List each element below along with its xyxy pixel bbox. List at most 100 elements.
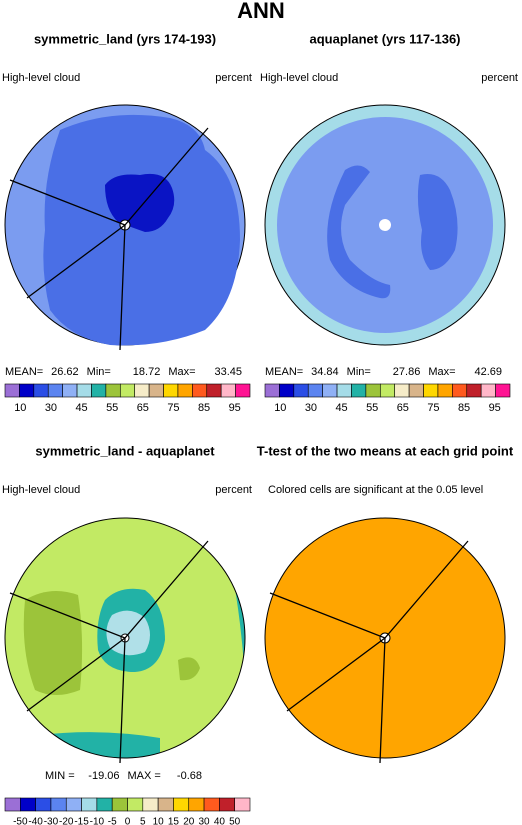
colorbar-box — [142, 797, 159, 812]
colorbar-box — [91, 383, 107, 398]
polar-map — [264, 104, 506, 346]
colorbar-label: 75 — [167, 402, 179, 414]
colorbar-label: 65 — [137, 402, 149, 414]
stat-value: -0.68 — [177, 770, 202, 782]
colorbar-label: 30 — [199, 817, 211, 825]
colorbar-label: 15 — [168, 817, 180, 825]
stat-label: Max= — [428, 366, 455, 378]
colorbar-label: 10 — [14, 402, 26, 414]
stat-label: MAX = — [128, 770, 161, 782]
colorbar-label: 85 — [198, 402, 210, 414]
panel-title: aquaplanet (yrs 117-136) — [309, 31, 460, 46]
colorbar-box — [203, 797, 220, 812]
colorbar-label: 55 — [106, 402, 118, 414]
colorbar-label: -10 — [90, 817, 105, 825]
colorbar-box — [111, 797, 128, 812]
colorbar-box — [188, 797, 205, 812]
colorbar-box — [423, 383, 439, 398]
panel-left-label: High-level cloud — [260, 72, 338, 84]
stat-value: 26.62 — [51, 366, 79, 378]
polar-map — [264, 517, 506, 764]
stat-value: 33.45 — [214, 366, 242, 378]
colorbar-box — [163, 383, 179, 398]
stat-label: MIN = — [45, 770, 75, 782]
colorbar-box — [47, 383, 63, 398]
stat-value: -19.06 — [88, 770, 119, 782]
colorbar-box — [351, 383, 367, 398]
colorbar-box — [466, 383, 482, 398]
colorbar-label: -5 — [108, 817, 117, 825]
colorbar-label: 55 — [366, 402, 378, 414]
colorbar-label: 0 — [125, 817, 131, 825]
colorbar-box — [177, 383, 193, 398]
stat-label: Min= — [347, 366, 371, 378]
colorbar-box — [50, 797, 67, 812]
colorbar-label: -30 — [44, 817, 59, 825]
colorbar-label: 75 — [427, 402, 439, 414]
stat-value: 18.72 — [133, 366, 161, 378]
colorbar-box — [437, 383, 453, 398]
colorbar-label: 30 — [45, 402, 57, 414]
panel-right-label: percent — [215, 72, 252, 84]
colorbar-label: -40 — [28, 817, 43, 825]
polar-map — [4, 517, 246, 764]
colorbar-box — [148, 383, 164, 398]
colorbar-label: 40 — [214, 817, 226, 825]
colorbar-box — [408, 383, 424, 398]
colorbar-box — [279, 383, 295, 398]
colorbar-label: -15 — [74, 817, 89, 825]
colorbar-box — [76, 383, 92, 398]
stat-value: 42.69 — [474, 366, 502, 378]
colorbar-box — [206, 383, 222, 398]
colorbar-box — [62, 383, 78, 398]
panel-left-label: Colored cells are significant at the 0.0… — [268, 484, 483, 496]
colorbar-box — [157, 797, 174, 812]
colorbar-box — [81, 797, 98, 812]
colorbar-label: 20 — [183, 817, 195, 825]
stat-value: 27.86 — [393, 366, 421, 378]
colorbar-label: 95 — [489, 402, 501, 414]
colorbar-box — [65, 797, 82, 812]
colorbar-box — [192, 383, 208, 398]
figure-title: ANN — [237, 0, 285, 23]
colorbar-box — [4, 383, 20, 398]
colorbar-box — [495, 383, 511, 398]
colorbar-box — [20, 797, 36, 812]
colorbar-box — [105, 383, 121, 398]
panel-right-label: percent — [215, 484, 252, 496]
colorbar-box — [33, 383, 49, 398]
colorbar-box — [19, 383, 35, 398]
panel-title: symmetric_land - aquaplanet — [35, 443, 215, 458]
colorbar-box — [452, 383, 468, 398]
colorbar-box — [96, 797, 113, 812]
colorbar-box — [35, 797, 52, 812]
stat-value: 34.84 — [311, 366, 339, 378]
colorbar-box — [394, 383, 410, 398]
colorbar-box — [336, 383, 352, 398]
polar-map — [4, 104, 246, 351]
colorbar-box — [307, 383, 323, 398]
panel-left-label: High-level cloud — [2, 484, 80, 496]
colorbar-label: 5 — [140, 817, 146, 825]
colorbar-label: 45 — [75, 402, 87, 414]
stat-label: MEAN= — [5, 366, 43, 378]
stat-label: MEAN= — [265, 366, 303, 378]
colorbar-box — [119, 383, 136, 398]
colorbar-label: 65 — [397, 402, 409, 414]
panel-right-label: percent — [481, 72, 518, 84]
colorbar-label: 30 — [305, 402, 317, 414]
colorbar-box — [4, 797, 21, 812]
colorbar-label: 10 — [274, 402, 286, 414]
colorbar-box — [173, 797, 190, 812]
colorbar-label: 50 — [229, 817, 241, 825]
colorbar-label: -50 — [13, 817, 28, 825]
colorbar-box — [365, 383, 381, 398]
colorbar-label: 45 — [335, 402, 347, 414]
colorbar-box — [322, 383, 338, 398]
colorbar-box — [127, 797, 144, 812]
colorbar-box — [219, 797, 235, 812]
colorbar-box — [293, 383, 309, 398]
stat-label: Max= — [168, 366, 195, 378]
colorbar-box — [379, 383, 396, 398]
